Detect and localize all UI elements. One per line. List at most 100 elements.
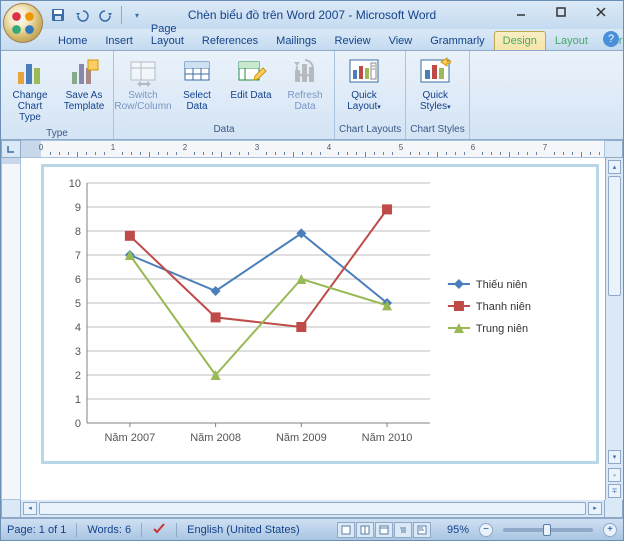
view-buttons <box>337 522 431 538</box>
svg-text:Thanh niên: Thanh niên <box>476 301 531 313</box>
edit-data-icon <box>235 56 267 88</box>
vertical-ruler[interactable] <box>1 158 21 500</box>
switch-row-col-label: Switch Row/Column <box>114 90 171 112</box>
svg-text:Năm 2007: Năm 2007 <box>104 432 155 444</box>
svg-text:2: 2 <box>75 370 81 382</box>
tab-layout[interactable]: Layout <box>546 31 597 50</box>
svg-text:8: 8 <box>75 226 81 238</box>
svg-text:9: 9 <box>75 202 81 214</box>
refresh-data-button: Refresh Data <box>280 53 330 115</box>
zoom-slider[interactable] <box>503 528 593 532</box>
svg-text:Năm 2008: Năm 2008 <box>190 432 241 444</box>
svg-text:Trung niên: Trung niên <box>476 323 528 335</box>
scroll-split-button[interactable] <box>605 500 623 518</box>
full-screen-view-button[interactable] <box>356 522 374 538</box>
ribbon-group-data: Switch Row/ColumnSelect DataEdit DataRef… <box>114 51 335 139</box>
select-data-button[interactable]: Select Data <box>172 53 222 115</box>
svg-text:10: 10 <box>69 178 81 190</box>
save-as-template-label: Save As Template <box>62 90 106 112</box>
change-chart-type-label: Change Chart Type <box>8 90 52 123</box>
switch-row-col-button: Switch Row/Column <box>118 53 168 115</box>
refresh-icon <box>289 56 321 88</box>
switch-icon <box>127 56 159 88</box>
ribbon: Change Chart Type Save As Template Type Swi… <box>1 51 623 140</box>
svg-text:Thiếu niên: Thiếu niên <box>476 279 527 291</box>
tab-grammarly[interactable]: Grammarly <box>421 31 493 50</box>
chart-svg: 012345678910Năm 2007Năm 2008Năm 2009Năm … <box>52 175 588 453</box>
svg-text:Năm 2009: Năm 2009 <box>276 432 327 444</box>
tab-references[interactable]: References <box>193 31 267 50</box>
quick-styles-icon <box>419 56 451 88</box>
draft-view-button[interactable] <box>413 522 431 538</box>
save-as-template-button[interactable]: Save As Template <box>59 53 109 115</box>
outline-view-button[interactable] <box>394 522 412 538</box>
svg-text:5: 5 <box>75 298 81 310</box>
quick-styles-button[interactable]: Quick Styles <box>410 53 460 115</box>
status-bar: Page: 1 of 1 Words: 6 English (United St… <box>1 518 623 540</box>
zoom-out-button[interactable]: − <box>479 523 493 537</box>
quick-layout-label: Quick Layout <box>342 90 386 112</box>
vertical-scrollbar[interactable]: ▴ ▾ ◦ ∓ <box>605 158 623 500</box>
quick-styles-label: Quick Styles <box>413 90 457 112</box>
print-layout-view-button[interactable] <box>337 522 355 538</box>
tab-page-layout[interactable]: Page Layout <box>142 19 193 50</box>
bar-chart-icon <box>14 56 46 88</box>
svg-text:1: 1 <box>75 394 81 406</box>
maximize-button[interactable] <box>541 1 581 23</box>
zoom-level[interactable]: 95% <box>447 524 469 536</box>
tab-view[interactable]: View <box>380 31 422 50</box>
quick-access-toolbar: ▾ <box>49 6 146 24</box>
svg-text:0: 0 <box>75 418 81 430</box>
help-button[interactable]: ? <box>603 31 619 47</box>
ribbon-group-chart-layouts: Quick Layout Chart Layouts <box>335 51 406 139</box>
window-title: Chèn biểu đồ trên Word 2007 - Microsoft … <box>188 8 436 22</box>
edit-data-label: Edit Data <box>230 90 271 101</box>
minimize-button[interactable] <box>501 1 541 23</box>
svg-text:Năm 2010: Năm 2010 <box>362 432 413 444</box>
tab-review[interactable]: Review <box>326 31 380 50</box>
select-data-icon <box>181 56 213 88</box>
select-data-label: Select Data <box>175 90 219 112</box>
tab-insert[interactable]: Insert <box>96 31 142 50</box>
title-bar: ▾ Chèn biểu đồ trên Word 2007 - Microsof… <box>1 1 623 29</box>
svg-text:6: 6 <box>75 274 81 286</box>
template-icon <box>68 56 100 88</box>
window-controls <box>501 1 621 23</box>
zoom-in-button[interactable]: + <box>603 523 617 537</box>
tab-mailings[interactable]: Mailings <box>267 31 325 50</box>
tab-selector[interactable] <box>1 140 21 158</box>
chart-object[interactable]: 012345678910Năm 2007Năm 2008Năm 2009Năm … <box>41 164 599 464</box>
save-icon[interactable] <box>49 6 67 24</box>
group-label: Chart Styles <box>410 122 464 137</box>
edit-data-button[interactable]: Edit Data <box>226 53 276 104</box>
refresh-data-label: Refresh Data <box>283 90 327 112</box>
office-button[interactable] <box>3 3 43 43</box>
group-label: Data <box>118 122 330 137</box>
language-indicator[interactable]: English (United States) <box>187 524 300 536</box>
scroll-left-button[interactable] <box>1 500 21 518</box>
close-button[interactable] <box>581 1 621 23</box>
quick-layout-icon <box>348 56 380 88</box>
redo-icon[interactable] <box>97 6 115 24</box>
proofing-icon[interactable] <box>152 521 166 538</box>
page: 012345678910Năm 2007Năm 2008Năm 2009Năm … <box>21 158 605 500</box>
svg-text:7: 7 <box>75 250 81 262</box>
svg-text:3: 3 <box>75 346 81 358</box>
ribbon-group-chart-styles: Quick Styles Chart Styles <box>406 51 469 139</box>
quick-layout-button[interactable]: Quick Layout <box>339 53 389 115</box>
tab-home[interactable]: Home <box>49 31 96 50</box>
horizontal-scrollbar[interactable]: ◂ ▸ <box>21 500 605 518</box>
page-indicator[interactable]: Page: 1 of 1 <box>7 524 66 536</box>
ribbon-group-type: Change Chart Type Save As Template Type <box>1 51 114 139</box>
document-area: 01234567 012345678910Năm 2007Năm 2008Năm… <box>1 140 623 518</box>
group-label: Type <box>5 126 109 141</box>
tab-design[interactable]: Design <box>494 31 546 50</box>
horizontal-ruler[interactable]: 01234567 <box>21 140 605 158</box>
word-count[interactable]: Words: 6 <box>87 524 131 536</box>
group-label: Chart Layouts <box>339 122 401 137</box>
ribbon-tabs: HomeInsertPage LayoutReferencesMailingsR… <box>1 29 623 51</box>
web-layout-view-button[interactable] <box>375 522 393 538</box>
change-chart-type-button[interactable]: Change Chart Type <box>5 53 55 126</box>
undo-icon[interactable] <box>73 6 91 24</box>
scroll-up-button[interactable] <box>605 140 623 158</box>
